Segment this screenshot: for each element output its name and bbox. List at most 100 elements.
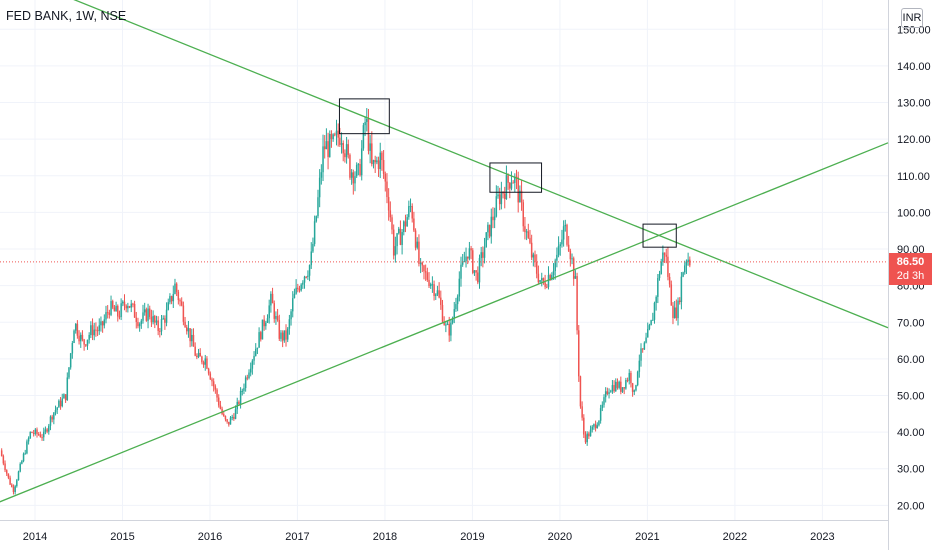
candle-body bbox=[638, 360, 641, 372]
candle-body bbox=[127, 306, 129, 309]
candle-body bbox=[49, 416, 52, 426]
trendline[interactable] bbox=[57, 0, 889, 329]
candle-body bbox=[381, 152, 383, 161]
currency-button[interactable]: INR bbox=[901, 8, 923, 28]
candle-body bbox=[510, 182, 513, 189]
candle-body bbox=[327, 141, 329, 157]
candle-body bbox=[382, 160, 385, 174]
candle-body bbox=[115, 305, 117, 312]
candle-body bbox=[472, 250, 474, 273]
y-tick-label: 100.00 bbox=[897, 207, 931, 219]
candle-body bbox=[36, 429, 38, 434]
candle-body bbox=[621, 387, 624, 392]
candle-body bbox=[300, 284, 302, 291]
candle-body bbox=[391, 217, 393, 230]
candle-body bbox=[448, 323, 450, 336]
candle-body bbox=[295, 287, 297, 294]
candle-body bbox=[532, 254, 535, 258]
annotation-box[interactable] bbox=[489, 162, 543, 193]
candle-body bbox=[488, 224, 491, 237]
annotation-box[interactable] bbox=[338, 98, 390, 135]
candle-body bbox=[261, 319, 264, 340]
candle-body bbox=[122, 301, 124, 304]
candle-body bbox=[372, 160, 375, 165]
candle-body bbox=[576, 276, 578, 331]
candle-body bbox=[281, 332, 284, 341]
candle-body bbox=[270, 293, 272, 306]
candle-body bbox=[497, 194, 499, 197]
candle-body bbox=[273, 303, 275, 319]
candle-body bbox=[591, 426, 593, 430]
candle-body bbox=[599, 408, 602, 421]
candle-body bbox=[11, 484, 13, 487]
candle-body bbox=[672, 305, 674, 318]
candle-body bbox=[187, 328, 190, 332]
candle-body bbox=[86, 339, 89, 346]
candle-body bbox=[16, 480, 18, 487]
candle-body bbox=[640, 348, 642, 361]
candle-body bbox=[384, 173, 387, 182]
candle-body bbox=[71, 343, 74, 354]
candle-body bbox=[371, 143, 373, 165]
candle-body bbox=[108, 312, 111, 315]
candle-body bbox=[377, 160, 380, 170]
candle-body bbox=[219, 405, 222, 409]
symbol-title: FED BANK, 1W, NSE bbox=[6, 9, 127, 23]
candle-body bbox=[438, 290, 440, 298]
candle-body bbox=[505, 175, 508, 200]
candle-body bbox=[490, 216, 493, 237]
candle-body bbox=[665, 254, 668, 257]
candle-body bbox=[160, 319, 163, 332]
candle-body bbox=[120, 303, 122, 317]
candle-body bbox=[564, 224, 567, 227]
annotation-box[interactable] bbox=[642, 223, 677, 248]
candle-body bbox=[495, 196, 498, 217]
candle-body bbox=[527, 231, 530, 238]
candle-body bbox=[103, 319, 106, 326]
candle-body bbox=[21, 461, 23, 464]
candle-body bbox=[539, 280, 541, 283]
candle-body bbox=[687, 259, 689, 262]
candle-body bbox=[631, 383, 634, 392]
candle-body bbox=[90, 325, 92, 335]
candle-body bbox=[429, 284, 432, 287]
candle-body bbox=[207, 368, 210, 374]
candle-body bbox=[76, 323, 79, 336]
candle-body bbox=[342, 143, 344, 154]
candle-body bbox=[298, 288, 301, 291]
candle-body bbox=[340, 143, 343, 145]
trendline[interactable] bbox=[0, 142, 889, 504]
x-tick-label: 2020 bbox=[548, 531, 572, 543]
candle-body bbox=[241, 390, 244, 392]
bar-countdown: 2d 3h bbox=[896, 270, 925, 282]
candle-body bbox=[313, 221, 316, 244]
y-tick-label: 60.00 bbox=[897, 354, 925, 366]
candle-body bbox=[157, 320, 159, 331]
candle-body bbox=[202, 362, 205, 365]
candle-body bbox=[113, 307, 116, 312]
candle-body bbox=[61, 398, 64, 407]
candle-body bbox=[147, 308, 149, 321]
candle-body bbox=[418, 241, 420, 264]
candle-body bbox=[152, 315, 154, 323]
candle-body bbox=[74, 323, 77, 331]
candle-body bbox=[186, 327, 188, 332]
candle-body bbox=[466, 256, 469, 259]
candle-body bbox=[636, 371, 639, 386]
candle-body bbox=[177, 291, 180, 301]
candle-body bbox=[347, 144, 350, 155]
candle-body bbox=[355, 165, 358, 177]
candle-body bbox=[680, 276, 683, 303]
candle-body bbox=[364, 121, 366, 126]
candle-body bbox=[64, 394, 67, 401]
candle-body bbox=[628, 372, 630, 381]
candle-body bbox=[278, 319, 281, 339]
candle-body bbox=[332, 134, 334, 140]
candle-body bbox=[238, 401, 240, 405]
candle-body bbox=[288, 319, 291, 329]
y-tick-label: 50.00 bbox=[897, 390, 925, 402]
candle-body bbox=[413, 218, 415, 231]
candle-body bbox=[641, 348, 644, 350]
candle-body bbox=[189, 328, 191, 342]
